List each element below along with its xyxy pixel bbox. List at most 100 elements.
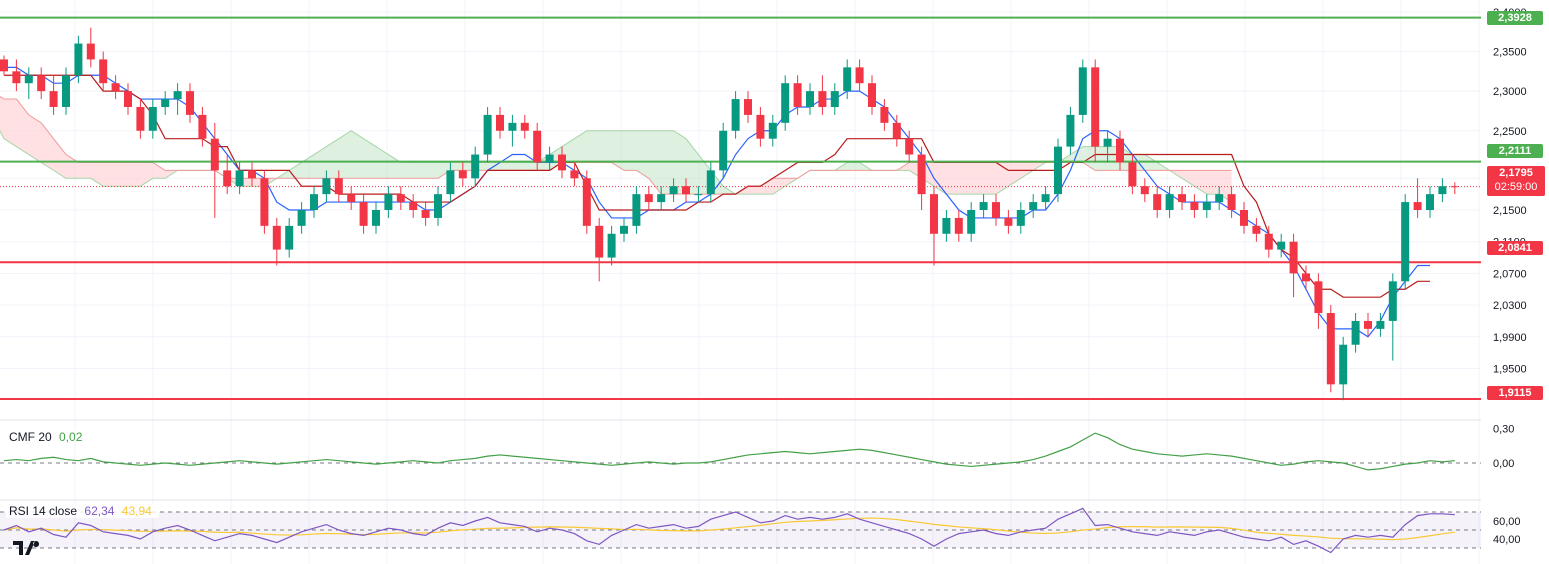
- cloud-segment: [152, 162, 166, 179]
- candle: [1128, 154, 1137, 195]
- cmf-tick-label: 0,00: [1493, 458, 1514, 470]
- candle-body: [1277, 241, 1286, 250]
- candle-body: [954, 217, 963, 234]
- candle: [905, 130, 914, 163]
- cloud-segment: [388, 154, 401, 179]
- candle-body: [496, 114, 504, 131]
- candle-body: [595, 225, 604, 258]
- level-tag-1-9115: 1,9115: [1487, 386, 1543, 400]
- candle: [124, 83, 132, 115]
- candle-body: [1450, 186, 1459, 188]
- cloud-segment: [971, 162, 984, 195]
- candles: [0, 27, 1459, 401]
- candle: [285, 217, 294, 258]
- cloud-segment: [400, 162, 414, 179]
- tradingview-logo[interactable]: [12, 539, 44, 557]
- candle-body: [1289, 241, 1298, 274]
- candle: [1103, 130, 1112, 163]
- candle-body: [1165, 194, 1174, 210]
- candle: [1339, 336, 1348, 401]
- candle-body: [781, 83, 790, 123]
- horizontal-levels: [0, 16, 1487, 400]
- cloud-segment: [748, 186, 761, 195]
- candle-body: [620, 225, 628, 234]
- cloud-segment: [983, 162, 996, 195]
- candle: [1215, 186, 1224, 210]
- cloud-segment: [78, 162, 91, 179]
- current-price-tag: 2,1795 02:59:00: [1487, 166, 1545, 196]
- candle-body: [1140, 186, 1149, 195]
- candle: [570, 162, 579, 187]
- candle: [719, 122, 728, 179]
- candle: [632, 186, 641, 234]
- candle: [1401, 194, 1410, 290]
- candle-body: [818, 91, 827, 107]
- candle: [657, 186, 666, 210]
- cloud-segment: [512, 162, 525, 171]
- cloud-segment: [66, 154, 79, 179]
- candle-body: [161, 99, 170, 107]
- cloud-segment: [1206, 170, 1220, 195]
- candle: [248, 162, 256, 187]
- candle: [1289, 233, 1298, 298]
- candle-body: [310, 194, 318, 210]
- candle-body: [632, 194, 641, 226]
- level-tag-2-3928: 2,3928: [1487, 11, 1543, 25]
- candle-body: [917, 154, 926, 195]
- candle: [1264, 225, 1273, 258]
- candle-body: [12, 71, 21, 84]
- rsi-tick-label: 60,00: [1493, 516, 1521, 528]
- price-axis: 2,40002,35002,30002,25002,19002,15002,11…: [1481, 0, 1549, 564]
- candle-body: [446, 170, 455, 195]
- candle-body: [334, 178, 343, 195]
- cloud-segment: [4, 99, 17, 147]
- candle-body: [1364, 320, 1372, 329]
- candle-body: [384, 194, 393, 210]
- candle-body: [657, 194, 666, 203]
- cloud-segment: [586, 130, 600, 163]
- candle-body: [1016, 210, 1025, 226]
- candle: [1426, 186, 1434, 218]
- candle: [595, 217, 604, 282]
- candle-body: [322, 178, 331, 195]
- candle: [1277, 233, 1286, 258]
- candle-body: [248, 170, 256, 179]
- candle-body: [1314, 281, 1323, 314]
- candle-body: [359, 202, 368, 226]
- candle-body: [1401, 202, 1410, 282]
- cmf-panel: [0, 432, 1481, 471]
- candle: [533, 122, 542, 171]
- candle: [458, 162, 467, 187]
- candle-body: [1153, 194, 1162, 210]
- candle: [62, 67, 70, 115]
- candle: [12, 59, 21, 92]
- candle: [471, 146, 480, 187]
- cloud-segment: [425, 162, 438, 179]
- candle-body: [1066, 114, 1075, 147]
- cloud-segment: [41, 122, 54, 171]
- cloud-segment: [326, 138, 339, 179]
- candle-body: [1351, 320, 1360, 345]
- candle: [644, 186, 653, 210]
- candle: [818, 75, 827, 115]
- cloud-segment: [450, 162, 463, 171]
- rsi-value: 62,34: [84, 504, 115, 518]
- candle: [1438, 178, 1447, 203]
- candle: [483, 106, 492, 163]
- candle: [942, 210, 951, 242]
- candle-body: [86, 43, 95, 60]
- candle-body: [148, 106, 157, 131]
- candle: [334, 170, 343, 203]
- candle: [756, 106, 765, 147]
- candle-body: [173, 91, 182, 100]
- candle-body: [210, 138, 219, 171]
- candle: [954, 210, 963, 242]
- cloud-segment: [524, 162, 538, 171]
- candle: [322, 170, 331, 203]
- candle: [396, 186, 405, 210]
- candle: [1091, 59, 1100, 163]
- candle-body: [74, 43, 83, 76]
- candle-body: [458, 170, 467, 179]
- candle: [1078, 59, 1087, 123]
